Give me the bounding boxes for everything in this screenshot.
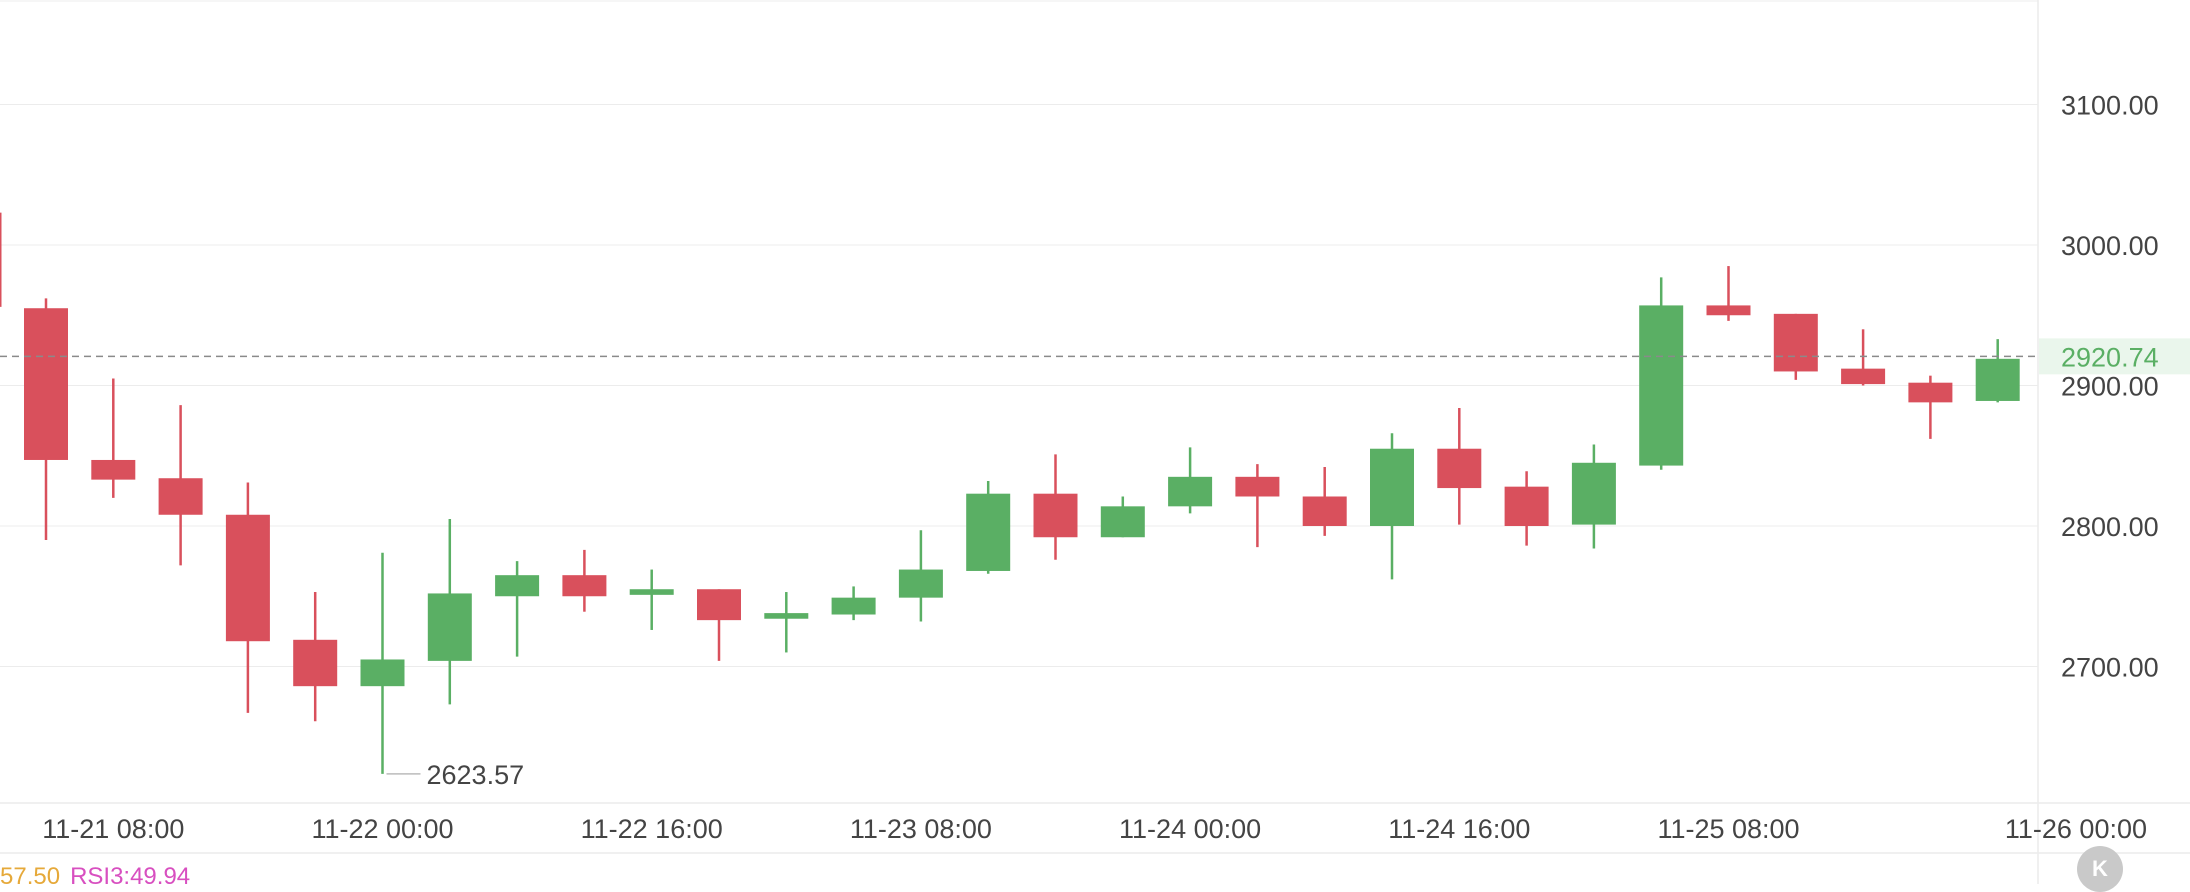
candle-body	[764, 613, 809, 619]
candle-body	[1168, 476, 1213, 507]
y-tick-label: 2800.00	[2061, 512, 2159, 542]
current-price-tag	[2039, 338, 2190, 375]
candle-body	[1571, 462, 1616, 525]
candle-body	[1437, 448, 1482, 489]
candle-body	[427, 593, 472, 661]
candle-body	[293, 639, 338, 687]
indicator-bar: 57.50 RSI3:49.94	[0, 862, 200, 892]
x-tick-label: 11-21 08:00	[42, 814, 184, 844]
candle-body	[562, 575, 607, 597]
candle-body	[225, 514, 270, 642]
candle-body	[898, 569, 943, 598]
x-tick-label: 11-23 08:00	[850, 814, 992, 844]
candle-body	[360, 659, 405, 687]
x-tick-label: 11-24 00:00	[1119, 814, 1261, 844]
candle-body	[831, 597, 876, 615]
candle-body	[629, 589, 674, 595]
indicator-prev-value: 57.50	[0, 863, 61, 890]
candle-body	[1370, 448, 1414, 526]
candle-body	[966, 493, 1011, 571]
candle-body	[1975, 358, 2020, 401]
x-tick-label: 11-26 00:00	[2005, 814, 2147, 844]
candle-body	[495, 575, 540, 597]
y-tick-label: 3000.00	[2061, 231, 2159, 261]
x-tick-label: 11-22 16:00	[581, 814, 723, 844]
candle-body	[1773, 313, 1818, 372]
candles-layer	[0, 212, 2020, 774]
candle-body	[1504, 486, 1549, 526]
y-tick-label: 3100.00	[2061, 91, 2159, 121]
y-tick-label: 2700.00	[2061, 653, 2159, 683]
candle-body	[1841, 368, 1886, 385]
current-price-layer: 2920.74	[0, 338, 2190, 375]
y-tick-label: 2900.00	[2061, 372, 2159, 402]
candle-body	[24, 308, 68, 460]
candle-body	[1639, 305, 1684, 466]
x-tick-label: 11-22 00:00	[311, 814, 453, 844]
low-annotation-label: 2623.57	[427, 760, 525, 790]
candle-body	[91, 459, 136, 480]
x-tick-label: 11-24 16:00	[1388, 814, 1530, 844]
current-price-label: 2920.74	[2061, 342, 2159, 372]
candle-body	[1033, 493, 1078, 538]
candle-body	[1706, 305, 1751, 316]
candle-body	[697, 589, 741, 621]
candle-body	[158, 478, 203, 515]
candle-body	[1100, 506, 1145, 538]
candle-body	[1908, 382, 1953, 403]
candle-body	[1235, 476, 1280, 497]
axes-layer: 2700.00 2800.00 2900.00 3000.00 3100.00 11-21…	[42, 91, 2158, 845]
rsi-value: RSI3:49.94	[70, 863, 191, 890]
scroll-to-latest-button[interactable]: K	[2077, 846, 2123, 892]
candle-body	[1302, 496, 1347, 526]
x-tick-label: 11-25 08:00	[1657, 814, 1799, 844]
